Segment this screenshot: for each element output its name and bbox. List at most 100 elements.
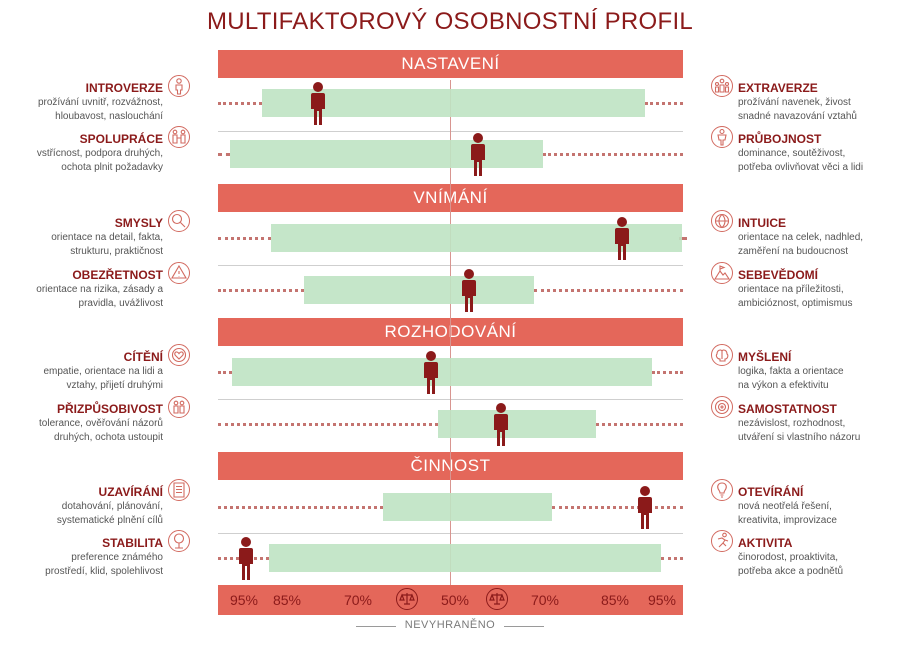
trait-left-0: INTROVERZE prožívání uvnitř, rozvážnost, h…	[0, 81, 163, 123]
trait-name: OBEZŘETNOST	[72, 268, 163, 282]
trait-right-7: AKTIVITA činorodost, proaktivita, potřeba …	[738, 536, 900, 578]
range-band	[382, 493, 553, 521]
dotted-line-left	[218, 102, 263, 105]
scales-icon	[396, 588, 418, 610]
trait-description: snadné navazování vztahů	[738, 111, 857, 122]
trait-right-6: OTEVÍRÁNÍ nová neotřelá řešení, kreativita…	[738, 485, 900, 527]
handshake-icon	[168, 126, 190, 148]
trait-description: dotahování, plánování,	[61, 501, 163, 512]
brain-icon	[711, 344, 733, 366]
trait-description: druhých, ochota ustoupit	[54, 432, 163, 443]
trait-name: STABILITA	[102, 536, 163, 550]
range-band	[271, 224, 682, 252]
globe-icon	[711, 210, 733, 232]
dotted-line-right	[644, 102, 683, 105]
trait-description: preference známého	[71, 552, 163, 563]
scale-tick-label: 70%	[530, 592, 560, 608]
trait-name: EXTRAVERZE	[738, 81, 818, 95]
trait-description: tolerance, ověřování názorů	[39, 418, 163, 429]
trait-description: nová neotřelá řešení,	[738, 501, 832, 512]
range-band	[229, 140, 543, 168]
dotted-line-left	[218, 237, 272, 240]
trait-name: MYŠLENÍ	[738, 350, 792, 364]
section-header: NASTAVENÍ	[218, 50, 683, 78]
scales-icon	[486, 588, 508, 610]
person-marker	[636, 485, 654, 536]
scale-tick-label: 95%	[647, 592, 677, 608]
trait-description: logika, fakta a orientace	[738, 366, 844, 377]
trait-description: zaměření na budoucnost	[738, 246, 849, 257]
scale-tick-label: 95%	[229, 592, 259, 608]
trait-right-3: SEBEVĚDOMÍ orientace na příležitosti, ambi…	[738, 268, 900, 310]
dotted-line-right	[661, 557, 683, 560]
trait-description: orientace na detail, fakta,	[51, 232, 163, 243]
trait-description: prožívání navenek, živost	[738, 97, 851, 108]
trait-description: ambicióznost, optimismus	[738, 298, 853, 309]
person-icon	[168, 75, 190, 97]
trait-left-5: PŘIZPŮSOBIVOST tolerance, ověřování názor…	[0, 402, 163, 444]
trait-name: PRŮBOJNOST	[738, 132, 822, 146]
dotted-line-left	[218, 423, 439, 426]
person-marker	[422, 350, 440, 401]
trait-description: vztahy, přijetí druhými	[66, 380, 163, 391]
trait-description: strukturu, praktičnost	[70, 246, 163, 257]
dotted-line-right	[533, 289, 683, 292]
dotted-line-right	[542, 153, 683, 156]
trait-description: kreativita, improvizace	[738, 515, 837, 526]
scale-bar	[218, 585, 683, 615]
target-icon	[711, 396, 733, 418]
dotted-line-left	[218, 506, 383, 509]
heart-icon	[168, 344, 190, 366]
trait-left-3: OBEZŘETNOST orientace na rizika, zásady a…	[0, 268, 163, 310]
trait-description: hloubavost, naslouchání	[55, 111, 163, 122]
trait-description: nezávislost, rozhodnost,	[738, 418, 846, 429]
trait-description: činorodost, proaktivita,	[738, 552, 839, 563]
trait-name: INTROVERZE	[85, 81, 163, 95]
trait-name: OTEVÍRÁNÍ	[738, 485, 804, 499]
scale-tick-label: 85%	[600, 592, 630, 608]
dotted-line-left	[218, 289, 304, 292]
dotted-line-left	[218, 153, 230, 156]
trait-right-0: EXTRAVERZE prožívání navenek, živost snadn…	[738, 81, 900, 123]
trait-description: na výkon a efektivitu	[738, 380, 829, 391]
trait-description: utváření si vlastního názoru	[738, 432, 861, 443]
runner-icon	[711, 530, 733, 552]
center-line	[450, 80, 451, 586]
magnifier-icon	[168, 210, 190, 232]
range-band	[269, 544, 662, 572]
scale-tick-label: 70%	[343, 592, 373, 608]
mountain-flag-icon	[711, 262, 733, 284]
lightbulb-icon	[711, 479, 733, 501]
warning-icon	[168, 262, 190, 284]
trait-right-1: PRŮBOJNOST dominance, soutěživost, potřeba…	[738, 132, 900, 174]
group-icon	[711, 75, 733, 97]
range-band	[231, 358, 652, 386]
scale-tick-label: 85%	[272, 592, 302, 608]
trait-description: prožívání uvnitř, rozvážnost,	[37, 97, 163, 108]
trait-left-7: STABILITA preference známého prostředí, kl…	[0, 536, 163, 578]
trait-right-5: SAMOSTATNOST nezávislost, rozhodnost, utvá…	[738, 402, 900, 444]
person-marker	[309, 81, 327, 132]
trait-right-2: INTUICE orientace na celek, nadhled, zaměř…	[738, 216, 900, 258]
trait-description: empatie, orientace na lidi a	[43, 366, 163, 377]
trait-description: orientace na rizika, zásady a	[36, 284, 163, 295]
arrow-right-line	[504, 626, 544, 627]
trait-left-2: SMYSLY orientace na detail, fakta, struktu…	[0, 216, 163, 258]
trait-name: UZAVÍRÁNÍ	[98, 485, 163, 499]
trait-description: systematické plnění cílů	[56, 515, 163, 526]
trait-right-4: MYŠLENÍ logika, fakta a orientace na výkon…	[738, 350, 900, 392]
neutral-label: NEVYHRANĚNO	[404, 619, 496, 631]
person-marker	[613, 216, 631, 267]
trait-description: prostředí, klid, spolehlivost	[45, 566, 163, 577]
person-marker	[460, 268, 478, 319]
range-band	[438, 410, 597, 438]
page-title: MULTIFAKTOROVÝ OSOBNOSTNÍ PROFIL	[206, 8, 694, 35]
person-marker	[237, 536, 255, 587]
trait-description: orientace na příležitosti,	[738, 284, 844, 295]
checklist-icon	[168, 479, 190, 501]
trait-description: dominance, soutěživost,	[738, 148, 846, 159]
trait-description: potřeba ovlivňovat věci a lidi	[738, 162, 864, 173]
trait-name: PŘIZPŮSOBIVOST	[56, 402, 163, 416]
scale-tick-label: 50%	[440, 592, 470, 608]
people-icon	[168, 396, 190, 418]
